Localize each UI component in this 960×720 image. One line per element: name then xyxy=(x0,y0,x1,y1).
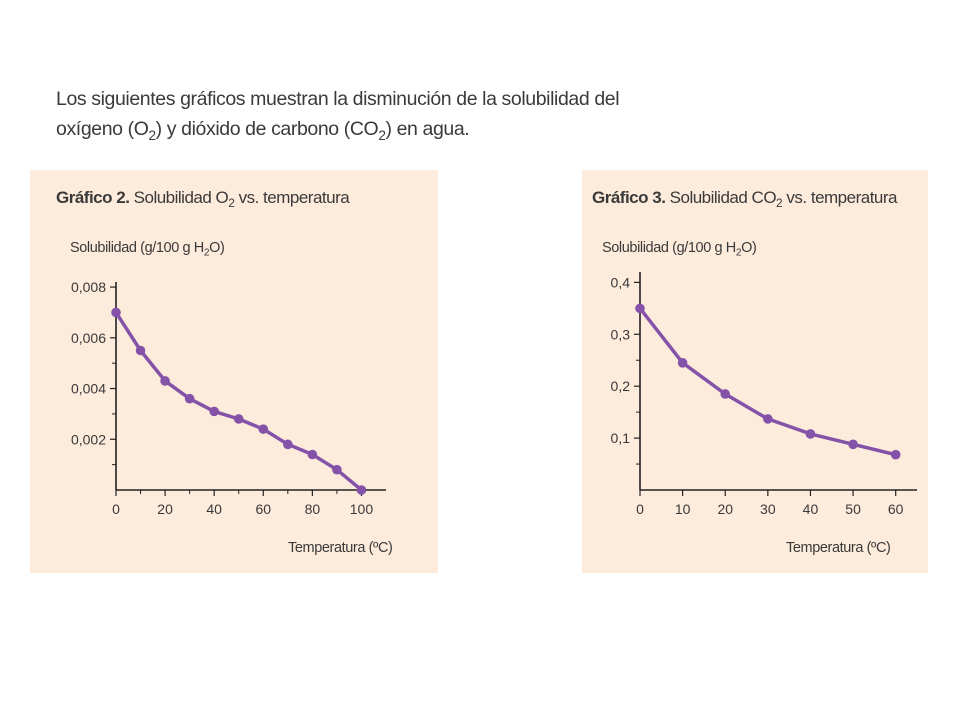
y-tick-label: 0,006 xyxy=(71,330,106,346)
data-point xyxy=(805,429,816,439)
x-tick-label: 100 xyxy=(350,501,374,517)
x-axis-label: Temperatura (ºC) xyxy=(786,540,891,556)
data-point xyxy=(135,345,146,356)
y-tick-label: 0,008 xyxy=(71,279,106,295)
data-point xyxy=(677,358,688,368)
chart-title-a: Solubilidad O xyxy=(129,188,229,207)
y-axis-label: Solubilidad (g/100 g H2O) xyxy=(70,240,225,259)
data-point xyxy=(720,389,731,399)
chart-title: Gráfico 3. Solubilidad CO2 vs. temperatu… xyxy=(592,188,897,211)
y-tick-label: 0,2 xyxy=(611,378,631,394)
y-axis-label-a: Solubilidad (g/100 g H xyxy=(70,240,204,256)
series-line xyxy=(114,310,364,492)
y-axis-label-sub: 2 xyxy=(203,247,210,259)
x-tick-label: 60 xyxy=(888,501,904,517)
intro-sub-1: 2 xyxy=(148,127,156,143)
data-point xyxy=(848,439,858,450)
data-point xyxy=(635,303,645,314)
y-axis-label-b: O) xyxy=(209,240,225,256)
chart-title: Gráfico 2. Solubilidad O2 vs. temperatur… xyxy=(56,188,350,211)
data-point xyxy=(763,414,773,424)
data-point xyxy=(283,439,293,450)
chart-title-a: Solubilidad CO xyxy=(665,188,777,207)
data-point xyxy=(890,449,901,460)
x-tick-label: 10 xyxy=(675,501,691,517)
y-axis-label-sub: 2 xyxy=(735,247,742,259)
y-tick-label: 0,004 xyxy=(71,381,106,397)
chart-title-sub: 2 xyxy=(228,196,235,211)
y-axis-label-a: Solubilidad (g/100 g H xyxy=(602,240,736,256)
data-point xyxy=(258,424,269,434)
data-point xyxy=(160,376,170,386)
chart-title-sub: 2 xyxy=(776,196,783,211)
y-axis-label: Solubilidad (g/100 g H2O) xyxy=(602,240,757,259)
intro-line-2-c: ) en agua. xyxy=(385,118,470,140)
data-point xyxy=(233,414,244,424)
intro-line-1: Los siguientes gráficos muestran la dism… xyxy=(56,88,620,110)
data-point xyxy=(184,393,195,404)
x-tick-label: 50 xyxy=(845,501,861,517)
x-tick-label: 40 xyxy=(206,501,222,517)
intro-sub-2: 2 xyxy=(378,127,386,143)
data-point xyxy=(111,307,121,318)
data-point xyxy=(356,485,367,495)
x-tick-label: 80 xyxy=(305,501,321,517)
data-point xyxy=(209,406,219,417)
x-tick-label: 40 xyxy=(803,501,819,517)
y-tick-label: 0,002 xyxy=(71,431,106,447)
chart-title-bold: Gráfico 2. xyxy=(56,188,130,207)
series-line xyxy=(638,306,898,457)
y-tick-label: 0,1 xyxy=(611,430,631,446)
x-tick-label: 60 xyxy=(255,501,271,517)
intro-line-2: oxígeno (O2) y dióxido de carbono (CO2) … xyxy=(56,114,656,144)
chart-panel-co2: Gráfico 3. Solubilidad CO2 vs. temperatu… xyxy=(582,170,928,573)
y-axis-label-b: O) xyxy=(741,240,757,256)
y-tick-label: 0,4 xyxy=(611,274,631,290)
data-point xyxy=(307,449,318,460)
data-point xyxy=(332,464,342,475)
x-tick-label: 0 xyxy=(112,501,120,517)
x-tick-label: 20 xyxy=(717,501,733,517)
x-tick-label: 20 xyxy=(157,501,173,517)
x-tick-label: 30 xyxy=(760,501,776,517)
intro-line-2-b: ) y dióxido de carbono (CO xyxy=(155,118,379,140)
x-tick-label: 0 xyxy=(636,501,644,517)
chart-panel-o2: Gráfico 2. Solubilidad O2 vs. temperatur… xyxy=(30,170,438,573)
chart-o2-plot: 0 20 40 60 80 100 0,002 0,004 0,006 0,008 xyxy=(71,279,386,517)
chart-title-bold: Gráfico 3. xyxy=(592,188,666,207)
intro-line-2-a: oxígeno (O xyxy=(56,118,149,140)
y-tick-label: 0,3 xyxy=(611,326,631,342)
intro-text: Los siguientes gráficos muestran la dism… xyxy=(56,84,656,144)
chart-title-b: vs. temperatura xyxy=(782,188,897,207)
chart-title-b: vs. temperatura xyxy=(234,188,350,207)
x-axis-label: Temperatura (ºC) xyxy=(288,540,393,556)
chart-co2-plot: 0 10 20 30 40 50 60 0,1 0,2 0,3 0,4 xyxy=(611,272,917,517)
